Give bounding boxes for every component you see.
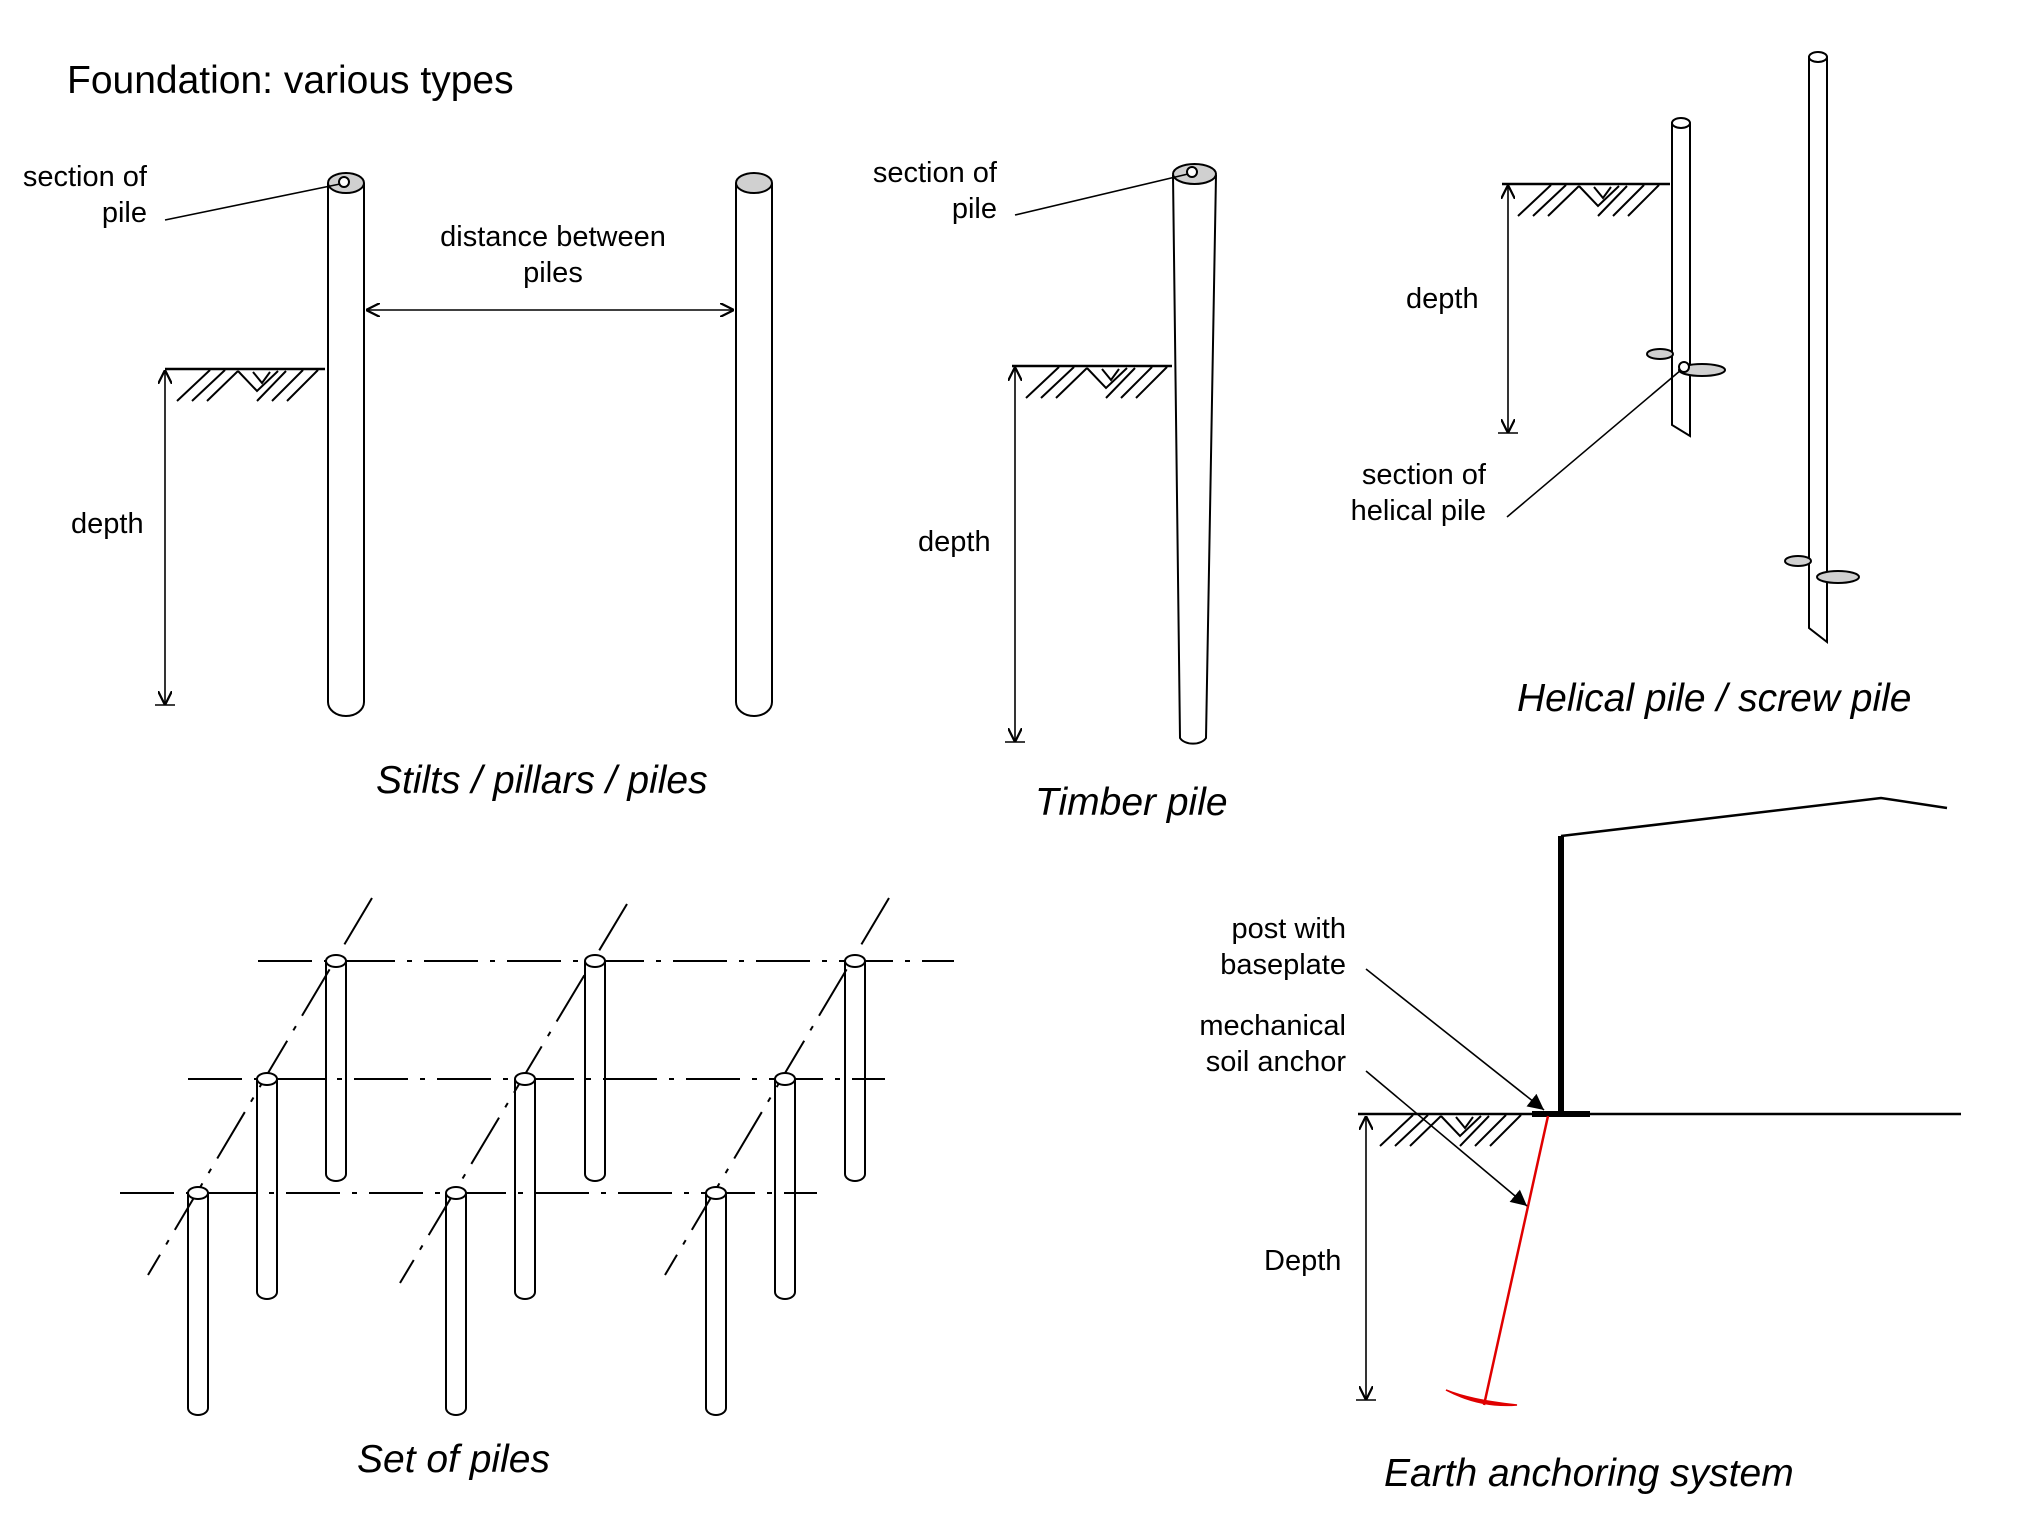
helical-depth-label: depth: [1406, 283, 1479, 315]
helical-ground-hatch: [1502, 182, 1670, 217]
post-label-2: baseplate: [1220, 949, 1346, 981]
stilts-section-label: section of: [23, 161, 148, 193]
anchor-leader-arrow: [1365, 1070, 1528, 1207]
set-pile: [325, 954, 347, 1182]
stilts-distance-label: distance between: [440, 221, 666, 253]
set-pile: [256, 1072, 278, 1300]
helical-figure: [1498, 51, 1860, 645]
timber-pile: [1172, 163, 1217, 745]
stilts-distance-label-2: piles: [523, 257, 583, 289]
set-pile: [514, 1072, 536, 1300]
set-pile: [705, 1186, 727, 1416]
timber-ground-hatch: [1012, 364, 1172, 399]
set-pile: [445, 1186, 467, 1416]
stilts-depth-label: depth: [71, 508, 144, 540]
earth-ground-hatch: [1358, 1112, 1532, 1147]
set-figure: [120, 897, 954, 1416]
stilts-pile-right: [735, 172, 773, 717]
earth-caption: Earth anchoring system: [1384, 1452, 1794, 1495]
stilts-section-leader: [164, 183, 341, 221]
timber-section-label: section of: [873, 157, 998, 189]
stilts-pile-left: [327, 172, 365, 717]
earth-depth-label: Depth: [1264, 1245, 1341, 1277]
timber-depth-label: depth: [918, 526, 991, 558]
helical-section-label: section of: [1362, 459, 1487, 491]
set-pile: [187, 1186, 209, 1416]
post-label: post with: [1232, 913, 1346, 945]
helical-pile-short: [1646, 117, 1726, 438]
set-pile: [584, 954, 606, 1182]
timber-figure: [1005, 163, 1217, 745]
helical-caption: Helical pile / screw pile: [1517, 677, 1911, 720]
stilts-section-label-2: pile: [102, 197, 147, 229]
stilts-caption: Stilts / pillars / piles: [376, 759, 708, 802]
stilts-ground-hatch: [165, 367, 325, 402]
post-leader-arrow: [1365, 968, 1545, 1111]
timber-caption: Timber pile: [1035, 781, 1228, 824]
earth-figure: [1356, 796, 1961, 1407]
helical-section-leader: [1506, 369, 1682, 518]
helical-section-label-2: helical pile: [1351, 495, 1486, 527]
timber-section-leader: [1014, 173, 1189, 216]
set-row-axes: [120, 960, 954, 1194]
anchor-label-2: soil anchor: [1206, 1046, 1347, 1078]
set-pile: [844, 954, 866, 1182]
stilts-figure: [155, 172, 773, 717]
helical-pile-tall: [1784, 51, 1860, 645]
page-title: Foundation: various types: [67, 59, 514, 102]
set-caption: Set of piles: [357, 1438, 550, 1481]
mechanical-soil-anchor: [1445, 1115, 1550, 1407]
timber-section-label-2: pile: [952, 193, 997, 225]
set-pile: [774, 1072, 796, 1300]
anchor-label: mechanical: [1199, 1010, 1346, 1042]
set-column-axes: [147, 897, 890, 1284]
building-outline: [1558, 796, 1961, 1116]
